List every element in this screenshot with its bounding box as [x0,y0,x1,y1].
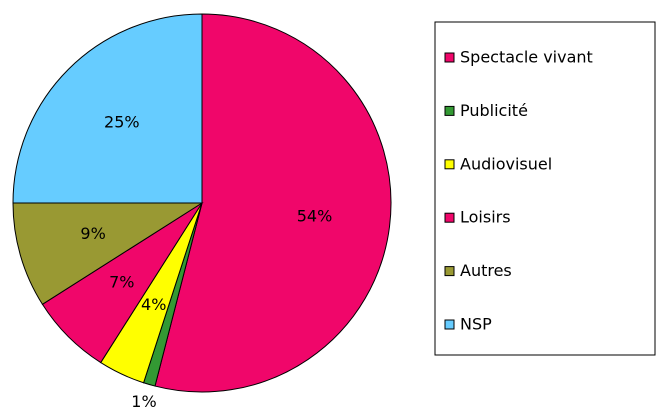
legend-label: Publicité [460,101,528,120]
pie-slice [12,13,203,204]
legend-swatch [444,266,455,277]
data-label: 9% [80,224,105,243]
legend-swatch [444,52,455,63]
legend-swatch [444,159,455,170]
legend-label: Autres [460,261,512,280]
data-label: 7% [109,273,134,292]
data-label: 25% [104,112,140,131]
legend-label: Spectacle vivant [460,48,593,67]
pie-slice [154,13,392,393]
data-label: 54% [297,207,333,226]
data-label: 1% [131,392,156,411]
pie-slice [12,202,204,305]
legend-label: Loisirs [460,208,511,227]
data-label: 4% [141,295,166,314]
legend-swatch [444,105,455,116]
legend-box [434,21,656,356]
legend-swatch [444,212,455,223]
legend-swatch [444,319,455,330]
legend-label: Audiovisuel [460,154,552,173]
legend-label: NSP [460,315,492,334]
